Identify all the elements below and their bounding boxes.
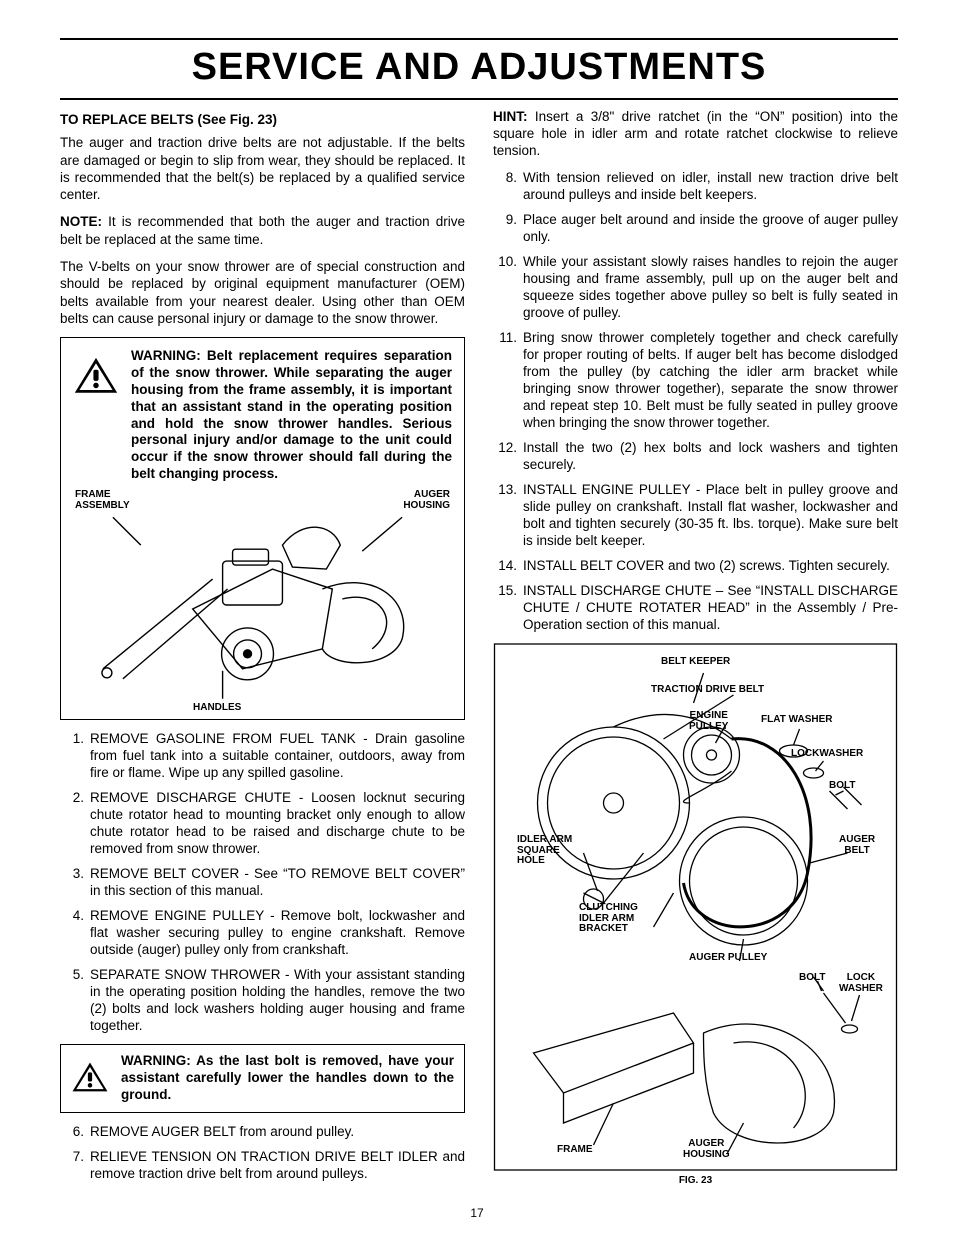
step: SEPARATE SNOW THROWER - With your assist… xyxy=(60,966,465,1034)
step: REMOVE AUGER BELT from around pulley. xyxy=(60,1123,465,1140)
lbl-clutching: CLUTCHING IDLER ARM BRACKET xyxy=(579,903,638,935)
note-paragraph: NOTE: It is recommended that both the au… xyxy=(60,213,465,248)
section-heading: TO REPLACE BELTS (See Fig. 23) xyxy=(60,112,465,129)
snow-thrower-illustration xyxy=(73,489,452,713)
lbl-belt-keeper: BELT KEEPER xyxy=(661,657,730,668)
step: REMOVE BELT COVER - See “TO REMOVE BELT … xyxy=(60,865,465,899)
step: REMOVE GASOLINE FROM FUEL TANK - Drain g… xyxy=(60,730,465,781)
figure-23: BELT KEEPER TRACTION DRIVE BELT ENGINE P… xyxy=(493,643,898,1171)
warning-icon xyxy=(71,1061,109,1095)
fig-label-handles: HANDLES xyxy=(193,702,241,713)
fig-label-auger: AUGER HOUSING xyxy=(403,489,450,511)
lbl-auger-housing: AUGER HOUSING xyxy=(683,1139,730,1160)
lbl-flat-washer: FLAT WASHER xyxy=(761,715,832,726)
step: REMOVE DISCHARGE CHUTE - Loosen locknut … xyxy=(60,789,465,857)
step: INSTALL DISCHARGE CHUTE – See “INSTALL D… xyxy=(493,582,898,633)
lbl-lock-washer2: LOCK WASHER xyxy=(839,973,883,994)
step: RELIEVE TENSION ON TRACTION DRIVE BELT I… xyxy=(60,1148,465,1182)
step: REMOVE ENGINE PULLEY - Remove bolt, lock… xyxy=(60,907,465,958)
warning-text: WARNING: As the last bolt is removed, ha… xyxy=(121,1053,454,1104)
lbl-bolt2: BOLT xyxy=(799,973,825,984)
page-title: SERVICE AND ADJUSTMENTS xyxy=(60,44,898,92)
figure-23-caption: FIG. 23 xyxy=(493,1175,898,1188)
lbl-idler-arm: IDLER ARM SQUARE HOLE xyxy=(517,835,572,867)
figure-snow-thrower: FRAME ASSEMBLY AUGER HOUSING HANDLES xyxy=(73,489,452,713)
note-text: It is recommended that both the auger an… xyxy=(60,214,465,246)
hint-text: Insert a 3/8" drive ratchet (in the “ON”… xyxy=(493,109,898,159)
step: Bring snow thrower completely together a… xyxy=(493,329,898,431)
lbl-auger-belt: AUGER BELT xyxy=(839,835,875,856)
paragraph: The V-belts on your snow thrower are of … xyxy=(60,258,465,327)
lbl-engine-pulley: ENGINE PULLEY xyxy=(689,711,728,732)
lbl-auger-pulley: AUGER PULLEY xyxy=(689,953,767,964)
steps-list-right: With tension relieved on idler, install … xyxy=(493,169,898,633)
warning-icon xyxy=(73,356,119,398)
left-column: TO REPLACE BELTS (See Fig. 23) The auger… xyxy=(60,108,465,1192)
note-label: NOTE: xyxy=(60,214,102,229)
hint-label: HINT: xyxy=(493,109,528,124)
warning-text: WARNING: Belt replacement requires separ… xyxy=(131,348,452,483)
step: While your assistant slowly raises handl… xyxy=(493,253,898,321)
step: With tension relieved on idler, install … xyxy=(493,169,898,203)
paragraph: The auger and traction drive belts are n… xyxy=(60,134,465,203)
rule-bottom xyxy=(60,98,898,100)
hint-paragraph: HINT: Insert a 3/8" drive ratchet (in th… xyxy=(493,108,898,160)
right-column: HINT: Insert a 3/8" drive ratchet (in th… xyxy=(493,108,898,1192)
two-column-layout: TO REPLACE BELTS (See Fig. 23) The auger… xyxy=(60,108,898,1192)
steps-list-1: REMOVE GASOLINE FROM FUEL TANK - Drain g… xyxy=(60,730,465,1034)
warning-box-1: WARNING: Belt replacement requires separ… xyxy=(60,337,465,720)
warning-box-2: WARNING: As the last bolt is removed, ha… xyxy=(60,1044,465,1113)
lbl-traction-belt: TRACTION DRIVE BELT xyxy=(651,685,764,696)
lbl-lockwasher: LOCKWASHER xyxy=(791,749,863,760)
step: INSTALL ENGINE PULLEY - Place belt in pu… xyxy=(493,481,898,549)
fig-label-frame: FRAME ASSEMBLY xyxy=(75,489,130,511)
page-number: 17 xyxy=(0,1206,954,1221)
lbl-frame: FRAME xyxy=(557,1145,593,1156)
steps-list-2: REMOVE AUGER BELT from around pulley. RE… xyxy=(60,1123,465,1182)
step: Place auger belt around and inside the g… xyxy=(493,211,898,245)
step: Install the two (2) hex bolts and lock w… xyxy=(493,439,898,473)
lbl-bolt1: BOLT xyxy=(829,781,855,792)
rule-top xyxy=(60,38,898,40)
step: INSTALL BELT COVER and two (2) screws. T… xyxy=(493,557,898,574)
